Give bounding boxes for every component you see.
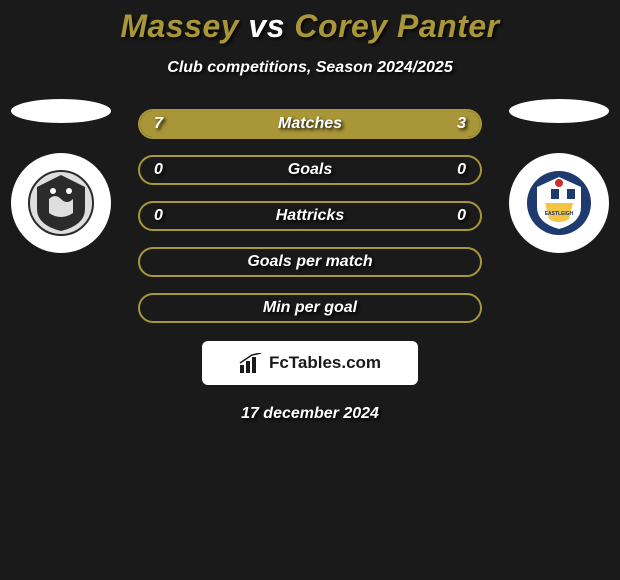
stat-row: 0 0 Goals [138, 155, 482, 185]
stat-row: 7 3 Matches [138, 109, 482, 139]
chart-icon [239, 353, 263, 373]
stat-value-right: 3 [457, 115, 466, 133]
stat-label: Goals [288, 161, 332, 179]
subtitle: Club competitions, Season 2024/2025 [0, 59, 620, 77]
stat-label: Goals per match [247, 253, 372, 271]
comparison-card: Massey vs Corey Panter Club competitions… [0, 0, 620, 580]
stat-fill-left [140, 111, 378, 137]
stat-value-left: 7 [154, 115, 163, 133]
left-badge-column [8, 99, 114, 253]
date-text: 17 december 2024 [0, 405, 620, 423]
player2-avatar-placeholder [509, 99, 609, 123]
stat-label: Min per goal [263, 299, 357, 317]
stat-row: 0 0 Hattricks [138, 201, 482, 231]
stat-row: Goals per match [138, 247, 482, 277]
player1-name: Massey [120, 8, 239, 44]
page-title: Massey vs Corey Panter [0, 8, 620, 45]
stat-value-left: 0 [154, 161, 163, 179]
stat-value-left: 0 [154, 207, 163, 225]
club-right-circle: EASTLEIGH [509, 153, 609, 253]
club-left-crest-icon [27, 169, 95, 237]
club-left-circle [11, 153, 111, 253]
stat-label: Hattricks [276, 207, 344, 225]
right-badge-column: EASTLEIGH [506, 99, 612, 253]
stat-value-right: 0 [457, 161, 466, 179]
stats-area: EASTLEIGH 7 3 Matches 0 0 Goals 0 0 Hattricks Goa… [0, 109, 620, 323]
svg-text:EASTLEIGH: EASTLEIGH [545, 211, 574, 217]
stat-rows: 7 3 Matches 0 0 Goals 0 0 Hattricks Goals per mat… [138, 109, 482, 323]
stat-label: Matches [278, 115, 342, 133]
stat-row: Min per goal [138, 293, 482, 323]
club-right-crest-icon: EASTLEIGH [525, 169, 593, 237]
stat-value-right: 0 [457, 207, 466, 225]
branding-badge: FcTables.com [202, 341, 418, 385]
vs-text: vs [248, 8, 285, 44]
player1-avatar-placeholder [11, 99, 111, 123]
branding-text: FcTables.com [269, 353, 381, 373]
player2-name: Corey Panter [294, 8, 499, 44]
